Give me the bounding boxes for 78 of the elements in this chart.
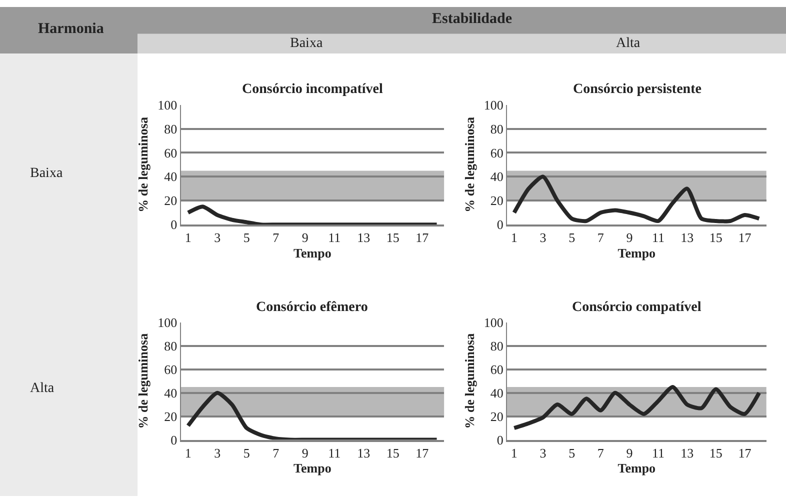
x-tick-label: 13 [680, 445, 694, 460]
x-tick-label: 3 [214, 230, 221, 246]
y-tick-label: 80 [164, 338, 178, 354]
y-axis-title: % de leguminosa [136, 332, 151, 429]
x-axis-title: Tempo [618, 460, 656, 476]
y-tick-label: 80 [490, 338, 504, 354]
chart-title: Consórcio persistente [573, 82, 702, 97]
chart-title: Consórcio efêmero [256, 300, 368, 315]
x-tick-label: 1 [184, 445, 192, 460]
y-tick-label: 100 [158, 314, 178, 330]
x-axis-title: Tempo [618, 245, 656, 260]
chart-title: Consórcio incompatível [242, 82, 384, 97]
x-tick-label: 7 [597, 445, 604, 460]
x-tick-label: 9 [626, 445, 633, 460]
y-tick-label: 100 [484, 314, 504, 330]
y-tick-label: 40 [164, 385, 178, 400]
x-tick-label: 5 [243, 445, 250, 460]
y-tick-label: 20 [490, 193, 504, 208]
x-tick-label: 11 [328, 445, 341, 460]
x-tick-label: 1 [184, 230, 192, 246]
y-tick-label: 0 [496, 432, 504, 448]
text: Alta [30, 381, 55, 396]
x-tick-label: 11 [652, 230, 665, 246]
x-tick-label: 7 [597, 230, 604, 246]
y-axis-title: % de leguminosa [136, 116, 151, 212]
x-tick-label: 13 [680, 230, 694, 246]
chart-title: Consórcio compatível [572, 300, 702, 315]
y-tick-label: 0 [170, 217, 178, 232]
x-axis-title: Tempo [294, 245, 332, 260]
x-tick-label: 13 [357, 230, 370, 246]
x-tick-label: 7 [272, 230, 280, 246]
x-tick-label: 15 [386, 230, 400, 246]
x-tick-label: 11 [328, 230, 341, 246]
y-tick-label: 20 [490, 408, 504, 424]
y-axis-title: % de leguminosa [462, 332, 477, 429]
x-tick-label: 17 [416, 230, 430, 246]
y-tick-label: 40 [490, 385, 504, 400]
x-tick-label: 9 [302, 445, 308, 460]
text: Alta [616, 36, 641, 51]
x-tick-label: 13 [357, 445, 370, 460]
x-tick-label: 9 [302, 230, 308, 246]
x-tick-label: 3 [214, 445, 221, 460]
y-tick-label: 60 [490, 362, 504, 377]
y-tick-label: 20 [164, 193, 178, 208]
x-tick-label: 17 [416, 445, 430, 460]
x-tick-label: 1 [510, 445, 518, 460]
text: Baixa [290, 36, 324, 51]
y-tick-label: 40 [490, 169, 504, 184]
x-tick-label: 3 [540, 445, 546, 460]
y-tick-label: 100 [158, 97, 178, 112]
x-tick-label: 5 [568, 230, 576, 246]
x-tick-label: 15 [386, 445, 400, 460]
text: Estabilidade [432, 11, 512, 27]
x-tick-label: 17 [738, 230, 752, 246]
text: Harmonia [38, 21, 104, 37]
x-tick-label: 15 [709, 445, 722, 460]
y-tick-label: 60 [164, 362, 178, 377]
x-tick-label: 5 [243, 230, 250, 246]
x-tick-label: 7 [272, 445, 280, 460]
x-tick-label: 5 [568, 445, 576, 460]
text: Baixa [30, 166, 64, 181]
x-axis-title: Tempo [294, 460, 332, 476]
y-tick-label: 60 [164, 145, 178, 160]
x-tick-label: 9 [626, 230, 633, 246]
y-tick-label: 20 [164, 408, 178, 424]
x-tick-label: 15 [709, 230, 722, 246]
x-tick-label: 11 [652, 445, 665, 460]
y-tick-label: 80 [164, 121, 178, 136]
x-tick-label: 1 [510, 230, 518, 246]
y-tick-label: 80 [490, 121, 504, 136]
x-tick-label: 3 [540, 230, 546, 246]
y-tick-label: 0 [496, 217, 504, 232]
y-tick-label: 0 [170, 432, 178, 448]
y-axis-title: % de leguminosa [462, 116, 477, 212]
x-tick-label: 17 [738, 445, 752, 460]
y-tick-label: 60 [490, 145, 504, 160]
y-tick-label: 100 [484, 97, 504, 112]
y-tick-label: 40 [164, 169, 178, 184]
